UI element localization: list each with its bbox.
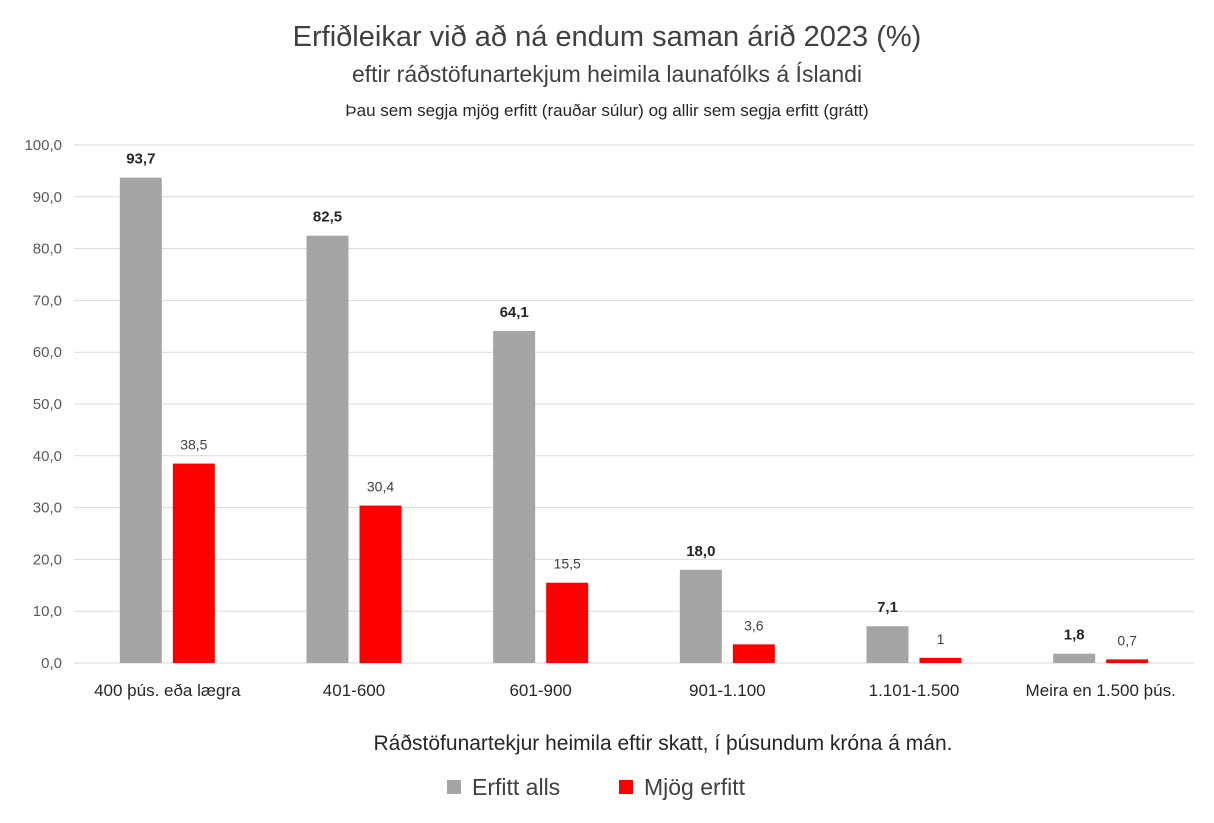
bar-mjog-erfitt — [732, 644, 775, 663]
bar-erfitt-alls — [866, 626, 909, 663]
x-tick-label: 601-900 — [509, 681, 571, 700]
data-labels: 93,7 38,5 82,5 30,4 64,1 15,5 18,0 3,6 7,1 1 1,8 0,… — [126, 151, 1137, 649]
data-label: 7,1 — [877, 599, 898, 616]
chart-note: Þau sem segja mjög erfitt (rauðar súlur)… — [345, 101, 868, 120]
data-label: 64,1 — [500, 304, 529, 321]
bar-mjog-erfitt — [546, 582, 589, 663]
legend: Erfitt alls Mjög erfitt — [447, 774, 746, 800]
data-label: 1,8 — [1064, 627, 1085, 644]
legend-swatch — [619, 780, 633, 794]
data-label: 3,6 — [744, 617, 764, 633]
bar-erfitt-alls — [119, 177, 162, 663]
y-tick-label: 0,0 — [41, 655, 62, 672]
data-label: 82,5 — [313, 209, 342, 226]
data-label: 1 — [937, 631, 945, 647]
data-label: 18,0 — [686, 543, 715, 560]
y-tick-label: 20,0 — [33, 551, 62, 568]
x-axis-label: Ráðstöfunartekjur heimila eftir skatt, í… — [374, 732, 953, 755]
x-tick-label: 1.101-1.500 — [869, 681, 960, 700]
y-tick-label: 70,0 — [33, 292, 62, 309]
x-axis-ticks: 400 þús. eða lægra 401-600 601-900 901-1.10… — [94, 681, 1176, 700]
bar-mjog-erfitt — [919, 657, 962, 663]
bar-mjog-erfitt — [172, 463, 215, 663]
y-tick-label: 60,0 — [33, 344, 62, 361]
chart-title: Erfiðleikar við að ná endum saman árið 2… — [293, 21, 922, 53]
chart-subtitle: eftir ráðstöfunartekjum heimila launafól… — [352, 61, 862, 87]
bar-erfitt-alls — [306, 235, 349, 663]
bar-erfitt-alls — [1053, 653, 1096, 663]
data-label: 0,7 — [1117, 632, 1137, 648]
y-tick-label: 30,0 — [33, 500, 62, 517]
y-tick-label: 50,0 — [33, 396, 62, 413]
bars — [119, 177, 1149, 663]
legend-label: Mjög erfitt — [644, 774, 746, 800]
bar-erfitt-alls — [493, 330, 536, 663]
data-label: 93,7 — [126, 151, 155, 168]
y-tick-label: 100,0 — [24, 137, 62, 154]
legend-label: Erfitt alls — [472, 774, 560, 800]
y-tick-label: 80,0 — [33, 241, 62, 258]
data-label: 38,5 — [180, 437, 207, 453]
legend-swatch — [447, 780, 461, 794]
x-tick-label: 901-1.100 — [689, 681, 766, 700]
x-tick-label: 400 þús. eða lægra — [94, 681, 241, 700]
bar-mjog-erfitt — [359, 505, 402, 663]
gridlines — [74, 144, 1194, 664]
x-tick-label: 401-600 — [323, 681, 385, 700]
data-label: 30,4 — [367, 479, 394, 495]
y-tick-label: 90,0 — [33, 189, 62, 206]
y-tick-label: 40,0 — [33, 448, 62, 465]
data-label: 15,5 — [554, 556, 581, 572]
bar-erfitt-alls — [679, 569, 722, 663]
y-axis-ticks: 0,0 10,0 20,0 30,0 40,0 50,0 60,0 70,0 80,0 90,0 1… — [24, 137, 62, 672]
x-tick-label: Meira en 1.500 þús. — [1026, 681, 1176, 700]
y-tick-label: 10,0 — [33, 603, 62, 620]
bar-mjog-erfitt — [1106, 659, 1149, 663]
